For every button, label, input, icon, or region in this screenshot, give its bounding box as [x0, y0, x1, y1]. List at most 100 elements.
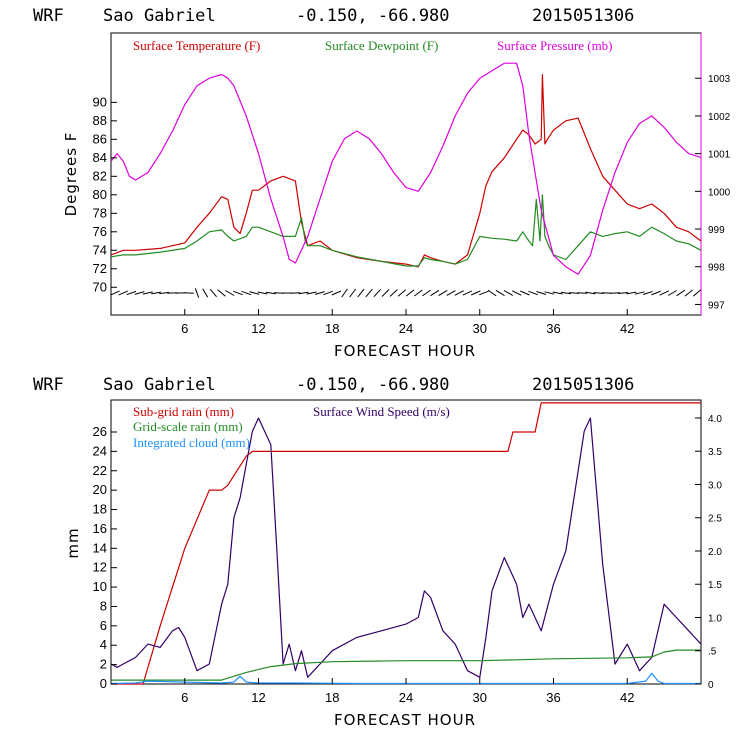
- bottom-y-tick-label-right: .5: [708, 647, 717, 658]
- wind-barb: [290, 292, 301, 294]
- bottom-y-tick-label-left: 8: [100, 598, 107, 613]
- bottom-y-tick-label-left: 6: [100, 618, 107, 633]
- wind-barb: [413, 289, 423, 297]
- top-x-tick-label: 36: [546, 321, 560, 336]
- top-x-tick-label: 6: [181, 321, 188, 336]
- top-y-tick-label-left: 90: [93, 94, 107, 109]
- bottom-y-tick-label-right: 2.5: [708, 514, 722, 525]
- wind-barb: [544, 291, 555, 295]
- bottom-x-tick-label: 24: [399, 690, 413, 705]
- bottom-header-coords: -0.150, -66.980: [296, 375, 450, 395]
- top-x-tick-label: 24: [399, 321, 413, 336]
- top-y-axis-label: Degrees F: [62, 132, 80, 217]
- bottom-y-tick-label-left: 14: [93, 540, 107, 555]
- bottom-y-tick-label-left: 12: [93, 560, 107, 575]
- wind-barb: [241, 290, 252, 296]
- wind-barb: [667, 290, 677, 296]
- wind-barb: [511, 290, 522, 296]
- bottom-x-tick-label: 18: [325, 690, 339, 705]
- bottom-y-tick-label-right: 3.0: [708, 480, 722, 491]
- bottom-y-tick-label-left: 2: [100, 657, 107, 672]
- bottom-y-tick-label-left: 0: [100, 676, 107, 691]
- top-header-coords: -0.150, -66.980: [296, 6, 450, 26]
- wind-barb: [202, 288, 209, 298]
- bottom-x-tick-label: 42: [620, 690, 634, 705]
- bottom-y-tick-label-left: 16: [93, 521, 107, 536]
- top-y-tick-label-left: 78: [93, 205, 107, 220]
- wind-barb: [618, 292, 629, 294]
- wind-barb: [552, 291, 563, 295]
- bottom-x-axis-label: FORECAST HOUR: [334, 711, 476, 729]
- wind-barb: [487, 289, 497, 297]
- bottom-panel: WRF Sao Gabriel -0.150, -66.980 20150513…: [33, 375, 722, 729]
- bottom-y-tick-label-right: 1.0: [708, 613, 722, 624]
- wind-barb: [593, 292, 604, 294]
- wind-barb: [233, 290, 243, 296]
- bottom-y-tick-label-left: 24: [93, 443, 107, 458]
- top-y-tick-label-right: 1002: [708, 112, 731, 123]
- bottom-y-tick-label-left: 18: [93, 502, 107, 517]
- bottom-y-tick-label-right: 4.0: [708, 414, 722, 425]
- top-x-axis-label: FORECAST HOUR: [334, 342, 476, 360]
- top-series-lines: [110, 62, 702, 275]
- wind-barb: [676, 289, 686, 297]
- top-y-axis-right: 997 998 999 1000 1001 1002 1003: [695, 74, 731, 311]
- wind-barb: [110, 290, 120, 296]
- top-y-tick-label-right: 1001: [708, 150, 731, 161]
- bottom-y-tick-label-right: 1.5: [708, 580, 722, 591]
- wind-barb: [209, 288, 217, 298]
- wind-barb: [422, 289, 431, 297]
- wind-barb: [470, 290, 481, 296]
- wind-barb: [306, 291, 317, 295]
- wind-barb: [634, 291, 645, 295]
- wind-barb: [331, 290, 342, 296]
- bottom-header-init: 2015051306: [532, 375, 634, 395]
- top-x-tick-label: 18: [325, 321, 339, 336]
- top-y-tick-label-left: 82: [93, 168, 107, 183]
- wind-barb: [142, 291, 153, 295]
- wind-barb: [389, 289, 398, 297]
- top-x-tick-label: 42: [620, 321, 634, 336]
- top-y-tick-label-right: 1003: [708, 74, 731, 85]
- bottom-y-tick-label-left: 4: [100, 637, 107, 652]
- wind-barb: [126, 290, 137, 296]
- top-x-tick-label: 12: [251, 321, 265, 336]
- wind-barb: [397, 289, 407, 297]
- wind-barb: [692, 289, 702, 297]
- top-header-location: Sao Gabriel: [103, 6, 216, 26]
- wind-barb: [134, 291, 145, 295]
- wind-barb: [642, 291, 653, 295]
- bottom-header-location: Sao Gabriel: [103, 375, 216, 395]
- wind-barb: [159, 291, 170, 295]
- top-y-tick-label-left: 80: [93, 187, 107, 202]
- wind-barb: [405, 289, 415, 297]
- wind-barb: [151, 291, 161, 295]
- bottom-y-tick-label-left: 20: [93, 482, 107, 497]
- wind-barb: [446, 290, 456, 296]
- top-header-init: 2015051306: [532, 6, 634, 26]
- wind-barb: [520, 290, 530, 296]
- bottom-y-tick-label-right: 2.0: [708, 547, 722, 558]
- bottom-header-model: WRF: [33, 375, 64, 395]
- top-y-tick-label-left: 88: [93, 113, 107, 128]
- top-y-axis-left: 70 72 74 76 78 80 82 84 86 88 90: [93, 94, 117, 294]
- bottom-legend-wind-speed: Surface Wind Speed (m/s): [313, 404, 450, 419]
- wind-barb: [265, 291, 276, 295]
- bottom-y-tick-label-right: 3.5: [708, 447, 722, 458]
- bottom-series-lines: [110, 402, 702, 685]
- top-legend-pressure: Surface Pressure (mb): [497, 38, 613, 53]
- bottom-x-tick-label: 36: [546, 690, 560, 705]
- wind-barb: [323, 290, 333, 296]
- top-y-tick-label-left: 86: [93, 131, 107, 146]
- top-x-axis: 6 12 18 24 30 36 42: [181, 309, 634, 336]
- wind-barb: [438, 289, 448, 297]
- bottom-y-tick-label-left: 10: [93, 579, 107, 594]
- wind-barb: [225, 290, 235, 296]
- top-y-tick-label-left: 76: [93, 224, 107, 239]
- wind-barb: [651, 290, 661, 296]
- wind-barb: [626, 291, 637, 295]
- wind-barb: [194, 288, 200, 298]
